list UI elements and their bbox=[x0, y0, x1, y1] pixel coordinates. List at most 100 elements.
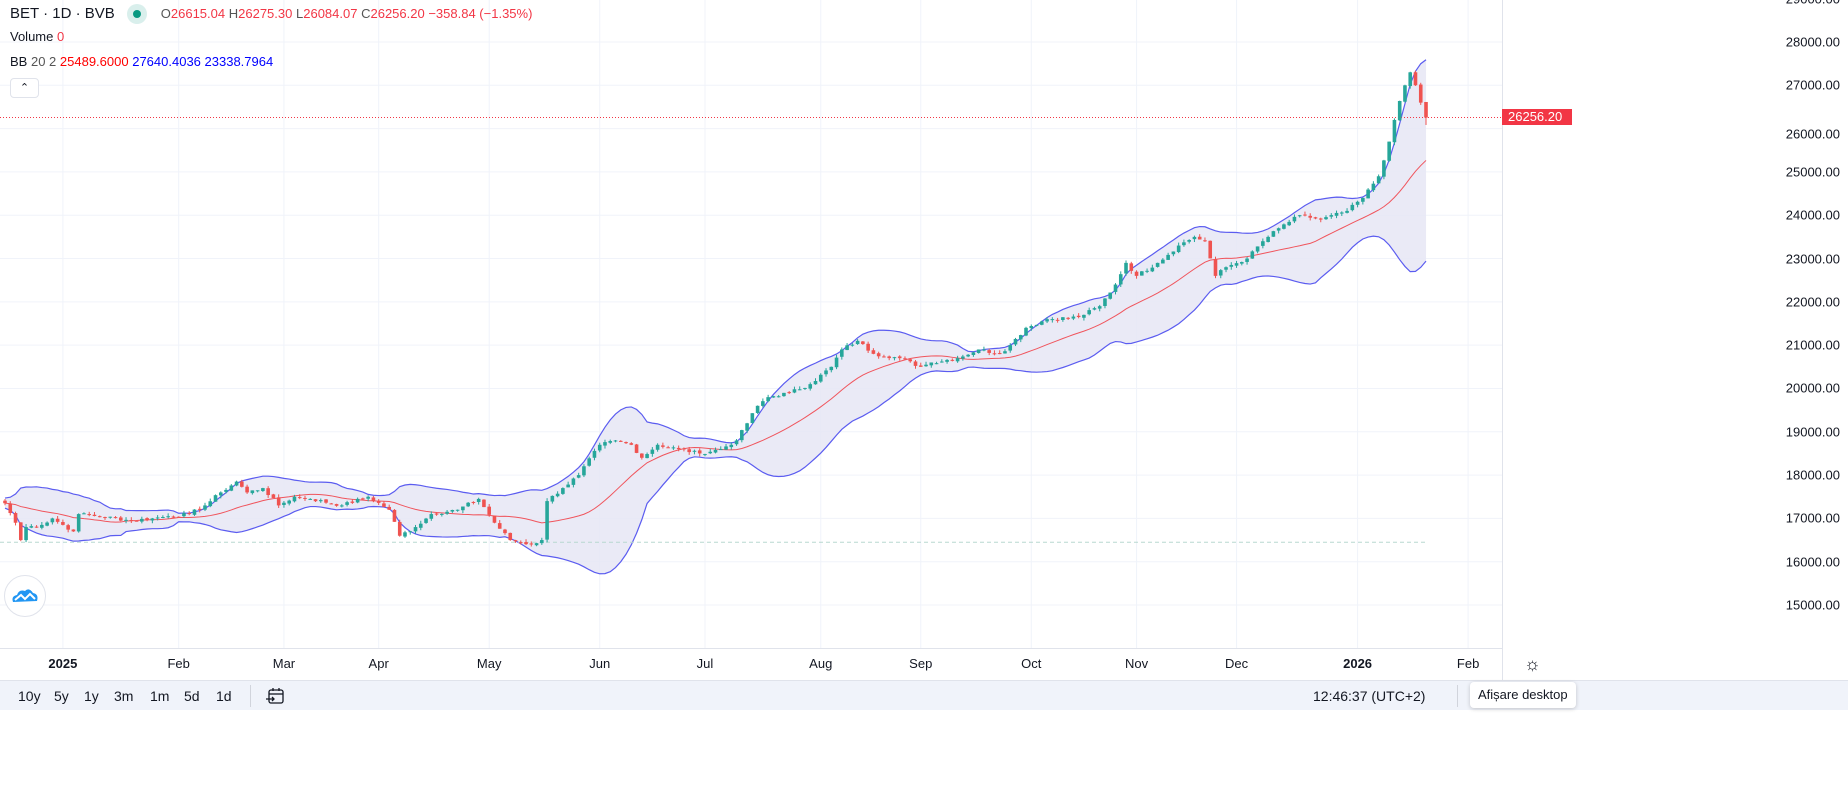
candle-body bbox=[934, 363, 939, 365]
collapse-legend-button[interactable]: ⌃ bbox=[10, 78, 39, 98]
candle-body bbox=[1366, 189, 1370, 199]
candle-body bbox=[303, 497, 307, 499]
candle-body bbox=[203, 505, 207, 510]
candle-body bbox=[613, 440, 618, 442]
candle-body bbox=[1276, 228, 1281, 231]
candle-body bbox=[787, 392, 791, 394]
candle-body bbox=[82, 513, 86, 515]
price-chart[interactable] bbox=[0, 0, 1502, 648]
candle-body bbox=[1376, 176, 1381, 184]
candle-body bbox=[966, 354, 970, 357]
price-tick-label: 16000.00 bbox=[1785, 554, 1840, 570]
candle-body bbox=[192, 509, 197, 515]
candle-body bbox=[8, 503, 13, 514]
candle-body bbox=[403, 532, 407, 537]
tradingview-logo[interactable] bbox=[4, 575, 46, 617]
market-status-icon[interactable] bbox=[126, 4, 147, 24]
candle-body bbox=[692, 450, 697, 452]
candle-body bbox=[255, 490, 260, 492]
candle-body bbox=[1155, 262, 1160, 267]
range-1y-button[interactable]: 1y bbox=[84, 688, 99, 704]
candle-body bbox=[345, 502, 349, 505]
candle-body bbox=[429, 514, 434, 519]
candle-body bbox=[382, 503, 386, 507]
candle-body bbox=[518, 542, 523, 544]
candle-body bbox=[1261, 241, 1265, 246]
candle-body bbox=[1145, 270, 1149, 272]
candle-body bbox=[313, 499, 318, 502]
symbol-legend[interactable]: BET · 1D · BVB O26615.04 H26275.30 L26084… bbox=[10, 4, 532, 24]
volume-legend[interactable]: Volume 0 bbox=[10, 29, 65, 44]
candle-body bbox=[261, 488, 265, 491]
candle-body bbox=[1187, 239, 1191, 242]
candle-body bbox=[282, 502, 286, 505]
candle-body bbox=[1061, 317, 1065, 320]
candle-body bbox=[66, 525, 70, 530]
range-1d-button[interactable]: 1d bbox=[216, 688, 232, 704]
candle-body bbox=[1234, 263, 1239, 266]
candle-body bbox=[371, 497, 376, 501]
candle-body bbox=[718, 449, 723, 451]
range-3m-button[interactable]: 3m bbox=[114, 688, 134, 704]
candle-body bbox=[1055, 319, 1060, 321]
toolbar-divider bbox=[1457, 685, 1458, 707]
candle-body bbox=[918, 365, 923, 367]
price-tick-label: 17000.00 bbox=[1785, 510, 1840, 526]
candle-body bbox=[340, 505, 344, 507]
candle-body bbox=[1192, 236, 1197, 240]
candle-body bbox=[155, 517, 160, 519]
calendar-goto-icon[interactable] bbox=[266, 687, 286, 705]
candle-body bbox=[729, 444, 734, 448]
candle-body bbox=[413, 527, 418, 532]
candle-body bbox=[687, 449, 691, 453]
candle-body bbox=[1292, 216, 1297, 222]
candle-body bbox=[824, 370, 828, 375]
candle-body bbox=[1403, 85, 1407, 102]
candle-body bbox=[97, 516, 102, 518]
candle-body bbox=[903, 358, 907, 360]
candle-body bbox=[229, 485, 234, 491]
range-5d-button[interactable]: 5d bbox=[184, 688, 200, 704]
price-tick-label: 29000.00 bbox=[1786, 0, 1840, 5]
candle-body bbox=[713, 449, 718, 453]
candle-body bbox=[1108, 292, 1113, 299]
candle-body bbox=[1271, 231, 1276, 237]
candle-body bbox=[1387, 141, 1391, 161]
candle-body bbox=[997, 353, 1002, 355]
candle-body bbox=[1218, 270, 1223, 276]
candle-body bbox=[13, 513, 18, 523]
range-5y-button[interactable]: 5y bbox=[54, 688, 69, 704]
time-axis-divider bbox=[0, 648, 1502, 649]
candle-body bbox=[134, 520, 139, 522]
toolbar-divider bbox=[250, 685, 251, 707]
candle-body bbox=[655, 444, 660, 450]
candle-body bbox=[1140, 271, 1144, 276]
candle-body bbox=[940, 361, 944, 363]
candle-body bbox=[287, 500, 292, 504]
candle-body bbox=[455, 509, 460, 511]
price-tick-label: 25000.00 bbox=[1785, 164, 1840, 180]
candle-body bbox=[1176, 245, 1181, 253]
clock-timezone[interactable]: 12:46:37 (UTC+2) bbox=[1313, 688, 1426, 704]
candle-body bbox=[397, 521, 402, 536]
candle-body bbox=[24, 527, 28, 541]
candle-body bbox=[482, 499, 486, 508]
candle-body bbox=[987, 350, 991, 353]
time-tick-label: Jun bbox=[589, 656, 611, 671]
bb-legend[interactable]: BB 20 2 25489.6000 27640.4036 23338.7964 bbox=[10, 54, 274, 69]
candle-body bbox=[276, 497, 281, 506]
candle-body bbox=[1097, 306, 1102, 309]
range-10y-button[interactable]: 10y bbox=[18, 688, 41, 704]
time-tick-label: Oct bbox=[1021, 656, 1042, 671]
candle-body bbox=[792, 389, 797, 393]
candle-body bbox=[376, 501, 381, 503]
candle-body bbox=[350, 501, 355, 503]
candle-body bbox=[982, 349, 986, 351]
range-1m-button[interactable]: 1m bbox=[150, 688, 170, 704]
candle-body bbox=[34, 526, 39, 528]
candle-body bbox=[418, 523, 423, 528]
candle-body bbox=[224, 489, 228, 492]
gear-icon[interactable]: ☼ bbox=[1524, 654, 1541, 674]
candle-body bbox=[1418, 84, 1423, 103]
candle-body bbox=[876, 353, 881, 357]
